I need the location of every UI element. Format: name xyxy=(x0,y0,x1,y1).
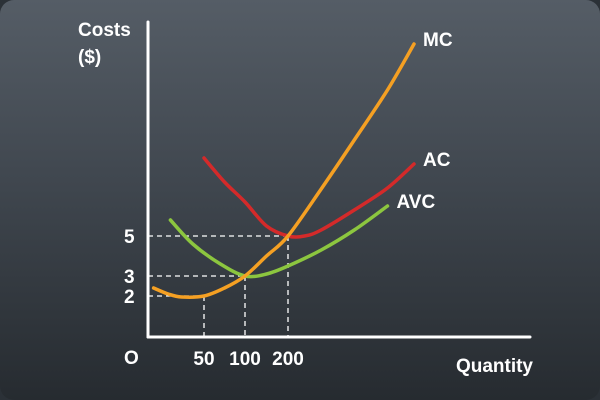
tick-labels: 50 100 200 23 5 xyxy=(124,227,304,370)
axes xyxy=(146,20,532,339)
x-tick-label-50: 50 xyxy=(193,349,214,370)
x-axis-label: Quantity xyxy=(456,356,533,377)
origin-label: O xyxy=(124,348,139,369)
y-tick-label-2: 2 xyxy=(124,287,135,308)
curve-label-avc: AVC xyxy=(397,192,436,213)
guide-lines xyxy=(148,235,289,337)
chart-labels: Costs ($) Quantity O xyxy=(78,20,533,377)
y-axis-label-line2: ($) xyxy=(78,47,101,68)
cost-curves: AC AVC MC xyxy=(151,30,453,299)
x-tick-label-100: 100 xyxy=(229,349,261,370)
y-tick-label-5: 5 xyxy=(124,227,135,248)
curve-mc xyxy=(151,42,416,299)
y-tick-label-3: 3 xyxy=(124,267,135,288)
x-tick-label-200: 200 xyxy=(272,349,304,370)
curve-ac xyxy=(202,156,416,239)
curve-label-mc: MC xyxy=(423,30,453,51)
y-axis-label-line1: Costs xyxy=(78,20,131,41)
curve-avc xyxy=(168,204,390,279)
curve-label-ac: AC xyxy=(423,150,451,171)
